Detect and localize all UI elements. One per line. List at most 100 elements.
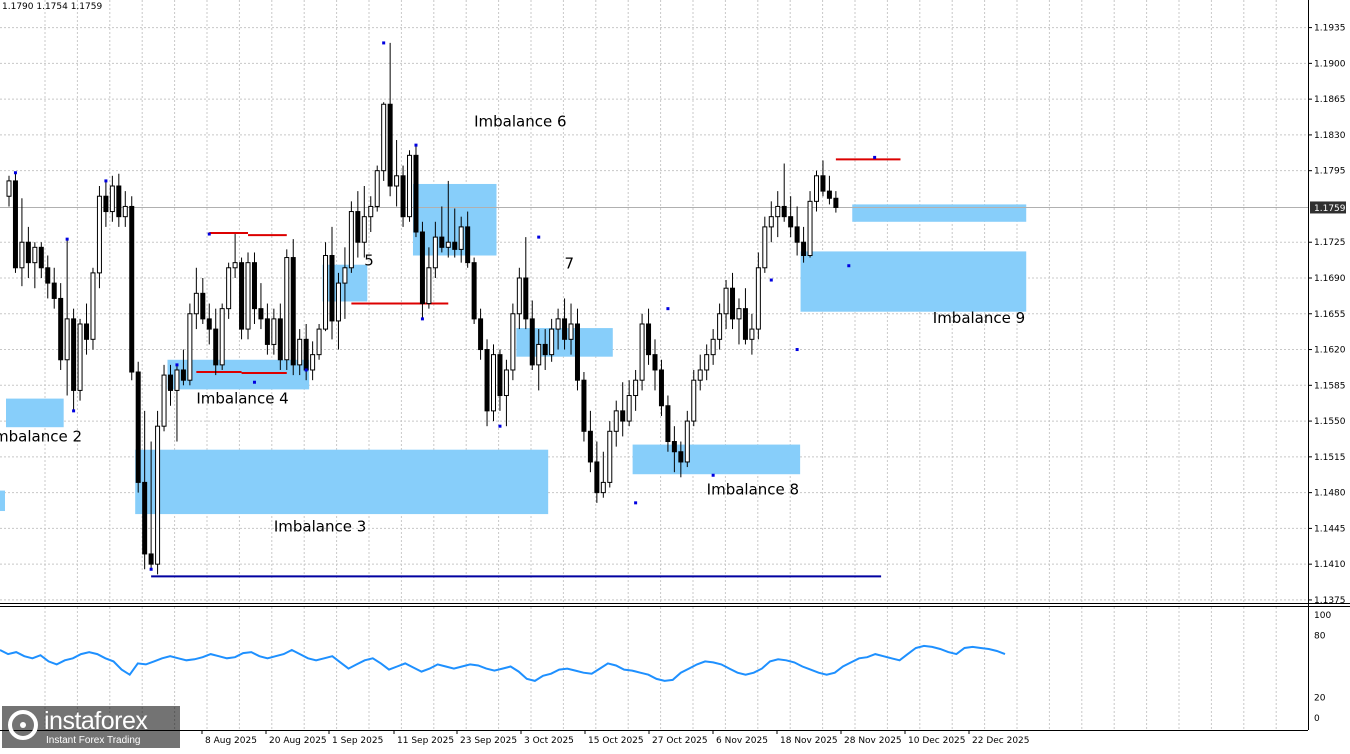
candle-43 (284, 249, 290, 370)
candle-105 (684, 410, 690, 468)
candle-75 (491, 344, 496, 422)
candle-11 (77, 318, 83, 401)
candle-126 (820, 160, 826, 197)
candle-124 (807, 191, 813, 258)
candle-body (497, 354, 503, 397)
swing-point-2 (72, 409, 76, 413)
candle-51 (335, 272, 341, 350)
price-tick-label: 1.1655 (1314, 310, 1346, 320)
candle-body (400, 175, 406, 218)
swing-point-7 (252, 380, 256, 384)
candle-body (213, 328, 219, 366)
candle-34 (226, 262, 232, 319)
candle-41 (271, 308, 277, 355)
candle-body (717, 313, 723, 340)
candle-2 (19, 198, 25, 287)
candle-body (64, 318, 70, 361)
candle-body (807, 200, 813, 257)
candle-86 (562, 298, 568, 350)
price-axis-bg (1308, 0, 1350, 750)
candle-54 (355, 191, 361, 258)
candle-66 (432, 221, 438, 278)
candle-56 (368, 196, 374, 233)
candle-91 (594, 441, 600, 503)
candle-62 (407, 150, 413, 222)
swing-point-15 (666, 307, 670, 311)
price-tick-label: 1.1620 (1314, 346, 1346, 356)
candle-body (271, 318, 277, 345)
candle-body (96, 195, 102, 274)
candle-body (820, 175, 826, 192)
candle-body (239, 262, 245, 330)
candle-body (329, 255, 335, 322)
swing-point-12 (498, 424, 502, 428)
candle-body (168, 374, 173, 391)
candle-body (142, 481, 148, 555)
candle-body (736, 308, 742, 320)
swing-point-18 (795, 348, 799, 352)
candle-99 (646, 308, 652, 365)
imbalance-zone-1 (0, 490, 5, 512)
candle-body (193, 292, 199, 315)
swing-point-5 (175, 363, 179, 367)
swing-point-9 (382, 41, 386, 45)
zone-label-6: 7 (565, 255, 575, 273)
swing-point-1 (65, 237, 69, 241)
candle-body (90, 272, 96, 340)
candle-100 (652, 339, 658, 391)
price-tick-label: 1.1690 (1314, 274, 1346, 284)
candle-42 (277, 303, 283, 370)
swing-markers-layer (13, 41, 877, 571)
candle-body (697, 369, 703, 381)
candle-17 (116, 173, 122, 227)
candle-52 (342, 247, 348, 319)
candle-body (671, 441, 677, 453)
candle-60 (394, 140, 400, 207)
candle-70 (458, 216, 464, 263)
candle-body (768, 216, 774, 228)
swing-point-13 (537, 235, 541, 239)
candle-body (38, 246, 44, 269)
candle-5 (38, 242, 44, 278)
candle-body (174, 369, 180, 391)
imbalance-zone-9 (852, 204, 1027, 222)
candle-119 (775, 191, 781, 238)
candle-69 (452, 208, 458, 258)
candle-body (826, 190, 832, 199)
oscillator-tick-label: 100 (1314, 611, 1331, 621)
price-tick-label: 1.1935 (1314, 24, 1346, 34)
candle-7 (51, 267, 57, 309)
price-tick-label: 1.1550 (1314, 417, 1346, 427)
candle-81 (529, 300, 535, 370)
time-tick-label: 6 Nov 2025 (716, 736, 768, 746)
candle-body (742, 308, 748, 340)
candle-body (516, 277, 522, 315)
candle-49 (323, 242, 329, 332)
swing-point-16 (711, 473, 715, 477)
candle-72 (471, 257, 477, 324)
candle-body (200, 292, 206, 320)
candle-body (652, 354, 658, 371)
candle-112 (730, 272, 736, 330)
candle-body (407, 154, 413, 218)
price-tick-label: 1.1585 (1314, 381, 1346, 391)
candle-body (691, 379, 697, 422)
candle-body (465, 226, 471, 264)
candle-body (678, 451, 684, 463)
candle-33 (219, 303, 225, 370)
candle-10 (71, 308, 77, 411)
candle-96 (626, 380, 632, 427)
candle-39 (258, 283, 264, 330)
candle-body (775, 205, 781, 218)
time-tick-label: 23 Sep 2025 (460, 736, 517, 746)
candle-body (303, 338, 309, 371)
candle-88 (574, 308, 580, 391)
candle-body (180, 369, 186, 381)
candle-1 (12, 172, 18, 273)
time-tick-label: 18 Nov 2025 (780, 736, 838, 746)
candle-body (277, 318, 283, 361)
candle-body (600, 481, 606, 494)
candle-61 (400, 165, 406, 227)
time-tick-label: 1 Sep 2025 (332, 736, 383, 746)
